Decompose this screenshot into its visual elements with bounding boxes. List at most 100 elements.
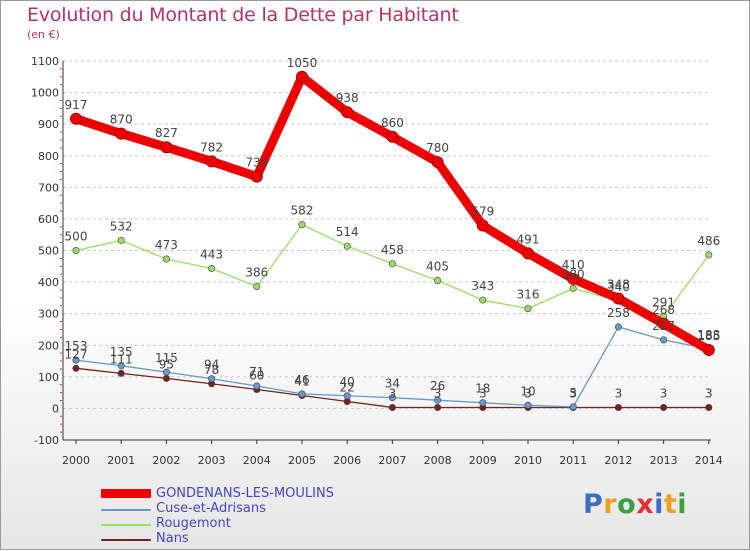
- data-label: 582: [291, 204, 314, 218]
- data-point: [388, 260, 396, 268]
- data-point: [431, 156, 444, 169]
- y-tick-label: 100: [38, 371, 59, 384]
- x-tick-label: 2006: [333, 454, 361, 467]
- data-label: 514: [336, 225, 359, 239]
- data-label: 34: [385, 377, 400, 391]
- data-label: 3: [615, 386, 623, 400]
- data-point: [162, 368, 170, 376]
- x-tick-label: 2008: [424, 454, 452, 467]
- data-label: 579: [471, 205, 494, 219]
- data-label: 316: [517, 288, 540, 302]
- data-label: 405: [426, 260, 449, 274]
- data-label: 380: [562, 267, 585, 281]
- data-point: [72, 356, 80, 364]
- legend-entry-gondenans: GONDENANS-LES-MOULINS: [101, 486, 401, 502]
- data-point: [298, 221, 306, 229]
- x-tick-label: 2000: [62, 454, 90, 467]
- legend-swatch: [101, 524, 151, 526]
- data-point: [702, 343, 715, 356]
- data-label: 78: [204, 363, 219, 377]
- data-label: 268: [652, 303, 675, 317]
- data-label: 3: [389, 386, 397, 400]
- data-point: [476, 219, 489, 232]
- y-tick-label: 900: [38, 118, 59, 131]
- data-label: 22: [340, 380, 355, 394]
- data-label: 1050: [287, 56, 318, 70]
- x-tick-label: 2012: [604, 454, 632, 467]
- data-label: 473: [155, 238, 178, 252]
- y-tick-label: 1000: [31, 87, 59, 100]
- data-label: 217: [652, 319, 675, 333]
- data-point: [388, 403, 396, 411]
- data-label: 860: [381, 116, 404, 130]
- data-label: 734: [245, 156, 268, 170]
- data-point: [386, 130, 399, 143]
- data-label: 458: [381, 243, 404, 257]
- x-tick-label: 2014: [695, 454, 723, 467]
- logo-letter: x: [636, 489, 655, 520]
- data-point: [705, 251, 713, 259]
- data-label: 827: [155, 126, 178, 140]
- data-label: 40: [340, 375, 355, 389]
- data-point: [70, 112, 82, 125]
- legend-entry-rougemont: Rougemont: [101, 516, 401, 532]
- data-point: [72, 364, 80, 372]
- data-point: [162, 374, 170, 382]
- data-point: [569, 403, 577, 411]
- data-label: 343: [471, 279, 494, 293]
- legend-label: GONDENANS-LES-MOULINS: [156, 486, 334, 501]
- y-tick-label: 600: [38, 213, 59, 226]
- data-point: [117, 369, 125, 377]
- logo-letter: r: [603, 489, 618, 520]
- data-point: [522, 247, 534, 260]
- data-label: 443: [200, 248, 223, 262]
- data-point: [434, 396, 442, 404]
- data-point: [208, 265, 216, 273]
- data-point: [160, 141, 173, 154]
- data-point: [298, 390, 306, 398]
- logo-letter: t: [663, 489, 678, 520]
- legend-entry-nans: Nans: [101, 531, 401, 547]
- data-label: 18: [475, 382, 490, 396]
- data-label: 10: [520, 384, 535, 398]
- y-tick-label: 1100: [31, 55, 59, 68]
- data-point: [434, 277, 442, 285]
- y-tick-label: 0: [52, 402, 59, 415]
- data-point: [343, 392, 351, 400]
- data-label: 26: [430, 379, 445, 393]
- data-label: 386: [245, 266, 268, 280]
- x-tick-label: 2009: [469, 454, 497, 467]
- data-point: [434, 403, 442, 411]
- data-label: 410: [562, 258, 585, 272]
- x-tick-label: 2003: [198, 454, 226, 467]
- data-label: 95: [159, 357, 174, 371]
- x-tick-label: 2005: [288, 454, 316, 467]
- data-label: 917: [65, 98, 88, 112]
- data-label: 5: [569, 386, 577, 400]
- data-label: 780: [426, 141, 449, 155]
- data-point: [253, 283, 261, 291]
- data-point: [660, 336, 668, 344]
- data-label: 127: [65, 347, 88, 361]
- data-label: 153: [65, 339, 88, 353]
- data-point: [115, 127, 128, 140]
- data-point: [705, 403, 713, 411]
- legend-swatch: [101, 489, 151, 498]
- data-point: [117, 236, 125, 244]
- data-label: 115: [155, 351, 178, 365]
- data-label: 782: [200, 140, 223, 154]
- data-label: 46: [294, 373, 309, 387]
- x-tick-label: 2002: [152, 454, 180, 467]
- data-point: [117, 362, 125, 370]
- data-point: [614, 403, 622, 411]
- data-point: [614, 323, 622, 331]
- x-tick-label: 2013: [650, 454, 678, 467]
- logo-letter: P: [583, 489, 604, 520]
- data-point: [388, 394, 396, 402]
- legend-swatch: [101, 539, 151, 541]
- data-point: [567, 272, 580, 285]
- data-point: [72, 247, 80, 255]
- legend-label: Cuse-et-Adrisans: [156, 501, 266, 516]
